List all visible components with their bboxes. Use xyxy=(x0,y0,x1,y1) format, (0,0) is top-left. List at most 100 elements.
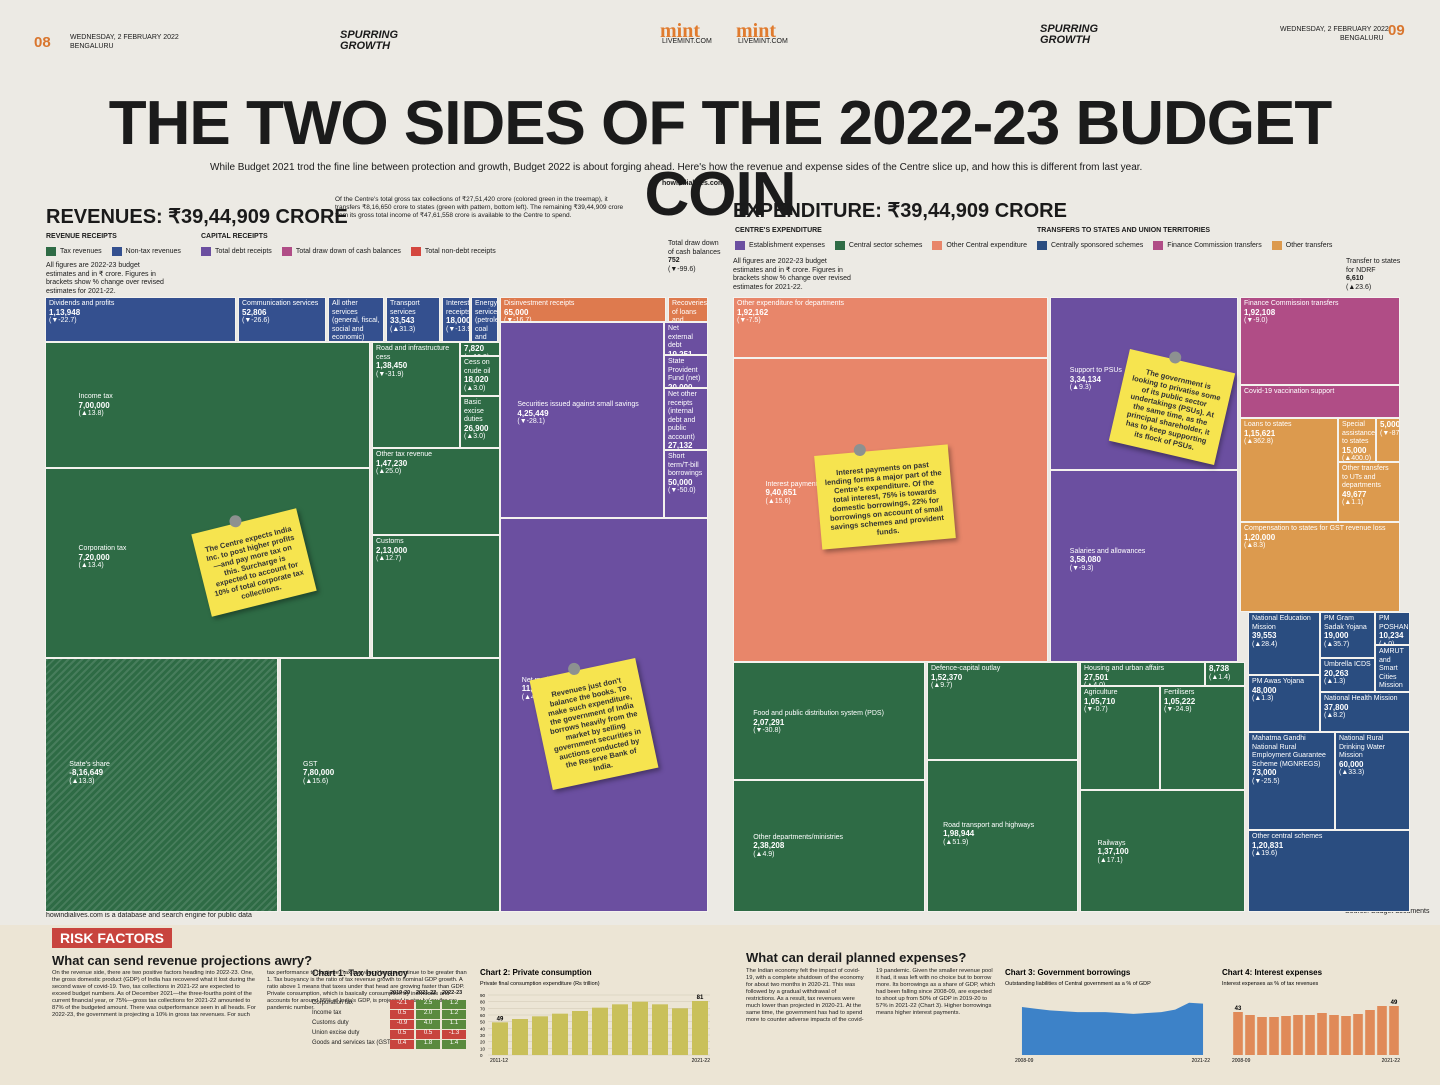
treemap-tile: PM Gram Sadak Yojana 19,000 (▲35.7) xyxy=(1320,612,1375,658)
brand: mint xyxy=(736,20,776,42)
treemap-tile: Other central schemes 1,20,831 (▲19.6) xyxy=(1248,830,1410,912)
bar xyxy=(1305,1015,1315,1055)
tile-value: 1,92,108 xyxy=(1244,307,1276,317)
tile-value: 20,000 xyxy=(668,382,693,388)
tile-change: (▼-22.7) xyxy=(49,317,77,324)
tile-label: Income tax xyxy=(78,393,113,401)
tile-change: (▲17.1) xyxy=(1097,856,1123,864)
tile-change: (▲25.0) xyxy=(376,468,402,475)
legend-item: Central sector schemes xyxy=(834,241,922,250)
treemap-tile: Mahatma Gandhi National Rural Employment… xyxy=(1248,732,1335,830)
y-tick-label: 30 xyxy=(480,1033,486,1038)
table-cell: 2.5 xyxy=(416,1000,440,1009)
section-note: Of the Centre's total gross tax collecti… xyxy=(335,196,624,219)
treemap-tile: Special assistance to states 15,000 (▲400.… xyxy=(1338,418,1376,462)
outside-label: Total draw down of cash balances 752 (▼-99… xyxy=(668,240,724,274)
tile-change: (▲31.3) xyxy=(390,325,416,333)
tile-value: 1,98,944 xyxy=(943,829,975,839)
y-tick-label: 90 xyxy=(480,993,486,998)
chart-title: Chart 4: Interest expenses xyxy=(1222,968,1323,977)
tile-value: 49,677 xyxy=(1342,489,1367,499)
tile-value: 7,80,000 xyxy=(303,768,335,778)
legend-title: CAPITAL RECEIPTS xyxy=(201,233,268,240)
tile-label: State Provident Fund (net) xyxy=(668,358,701,382)
legend-swatch xyxy=(1153,241,1164,250)
tile-label: Loans to states xyxy=(1244,421,1292,428)
risk-heading: What can derail planned expenses? xyxy=(746,950,967,965)
tile-change: (▼-9.0) xyxy=(1244,317,1268,324)
tile-value: -8,16,649 xyxy=(69,768,104,778)
tile-change: (▼-50.0) xyxy=(668,487,696,494)
bar xyxy=(1233,1012,1243,1055)
tile-value: 2,38,208 xyxy=(753,841,785,851)
bar xyxy=(1317,1013,1327,1055)
tile-change: (▲1.4) xyxy=(1209,673,1231,681)
legend-item: Centrally sponsored schemes xyxy=(1037,241,1143,250)
legend-label: Other Central expenditure xyxy=(946,242,1027,249)
x-tick-label: 2008-09 xyxy=(1232,1058,1251,1064)
tile-value: 65,000 xyxy=(504,307,529,317)
bar xyxy=(572,1011,588,1055)
legend-swatch xyxy=(46,247,56,256)
section-heading: REVENUES: ₹39,44,909 CRORE xyxy=(46,206,348,228)
tile-label: National Health Mission xyxy=(1324,695,1398,702)
bar xyxy=(1341,1016,1351,1055)
tile-value: 52,806 xyxy=(242,307,267,317)
tile-value: 1,47,230 xyxy=(376,458,408,468)
tile-label: PM Awas Yojana xyxy=(1252,678,1305,685)
treemap-tile: Net other receipts (internal debt and pu… xyxy=(664,388,708,450)
tile-label: Compensation to states for GST revenue l… xyxy=(1244,525,1386,532)
table-row-label: Income tax xyxy=(312,1010,342,1016)
site: LIVEMINT.COM xyxy=(662,38,712,45)
table-header: 2019-20 xyxy=(390,990,411,996)
treemap-tile: Short term/T-bill borrowings 50,000 (▼-50.… xyxy=(664,450,708,518)
tile-label: Other expenditure for departments xyxy=(737,300,845,307)
table-cell: 0.5 xyxy=(390,1010,414,1019)
bar xyxy=(1293,1015,1303,1055)
legend-label: Tax revenues xyxy=(60,248,102,255)
treemap-tile: Finance Commission transfers 1,92,108 (▼-9… xyxy=(1240,297,1400,385)
tile-label: Umbrella ICDS xyxy=(1324,661,1371,668)
treemap-tile: State Provident Fund (net)20,000(▲0) xyxy=(664,355,708,388)
treemap-tile: Other transfers to UTs and departments 49… xyxy=(1338,462,1400,522)
treemap-tile: All other services (general, fiscal, soc… xyxy=(328,297,384,342)
table-cell: 0.5 xyxy=(390,1030,414,1039)
legend-item: Tax revenues xyxy=(46,247,102,256)
tile-label: Agriculture xyxy=(1084,689,1118,696)
tile-value: 33,543 xyxy=(390,316,415,325)
bar xyxy=(1269,1017,1279,1055)
legend-row: Establishment expenses Central sector sch… xyxy=(735,237,1037,255)
table-row-label: Customs duty xyxy=(312,1020,349,1026)
x-tick-label: 2021-22 xyxy=(1382,1058,1401,1064)
tile-change: (▲4.9) xyxy=(753,850,775,858)
headline: THE TWO SIDES OF THE 2022-23 BUDGET COIN xyxy=(108,89,1332,229)
legend-label: Establishment expenses xyxy=(749,242,825,249)
table-cell: 1.8 xyxy=(416,1040,440,1049)
legend-title: TRANSFERS TO STATES AND UNION TERRITORIE… xyxy=(1037,227,1211,234)
legend-swatch xyxy=(111,247,122,256)
treemap-tile: Securities issued against small savings 4… xyxy=(500,322,664,518)
bar xyxy=(552,1013,568,1055)
tile-label: Special assistance to states xyxy=(1342,421,1376,445)
outside-label: Total draw down of cash balances xyxy=(668,240,721,256)
tile-label: Disinvestment receipts xyxy=(504,300,575,307)
legend-label: Total non-debt receipts xyxy=(424,248,496,255)
legend-title: REVENUE RECEIPTS xyxy=(46,233,117,240)
treemap-tile: Umbrella ICDS 20,263 (▲1.3) xyxy=(1320,658,1375,692)
figures-note: All figures are 2022-23 budget estimates… xyxy=(733,258,851,291)
date: WEDNESDAY, 2 FEBRUARY 2022 xyxy=(70,34,179,41)
legend-label: Total draw down of cash balances xyxy=(295,248,401,255)
tile-label: Defence-capital outlay xyxy=(931,665,1001,672)
tile-change: (▲1.3) xyxy=(1324,678,1346,685)
treemap-tile: Food and public distribution system (PDS… xyxy=(733,662,925,780)
tile-label: Salaries and allowances xyxy=(1069,547,1146,555)
treemap-tile: Defence-capital outlay 1,52,370 (▲9.7) xyxy=(927,662,1078,760)
tile-label: Net other receipts (internal debt and pu… xyxy=(668,391,697,441)
y-tick-label: 10 xyxy=(480,1046,486,1051)
tile-value: 7,820 xyxy=(464,344,485,353)
bar xyxy=(1245,1015,1255,1055)
tile-value: 3,58,080 xyxy=(1069,555,1101,565)
tile-change: (▲12.7) xyxy=(376,555,402,562)
tile-change: (▲28.4) xyxy=(1252,640,1278,648)
treemap-tile: Other departments/ministries 2,38,208 (▲4.… xyxy=(733,780,925,912)
